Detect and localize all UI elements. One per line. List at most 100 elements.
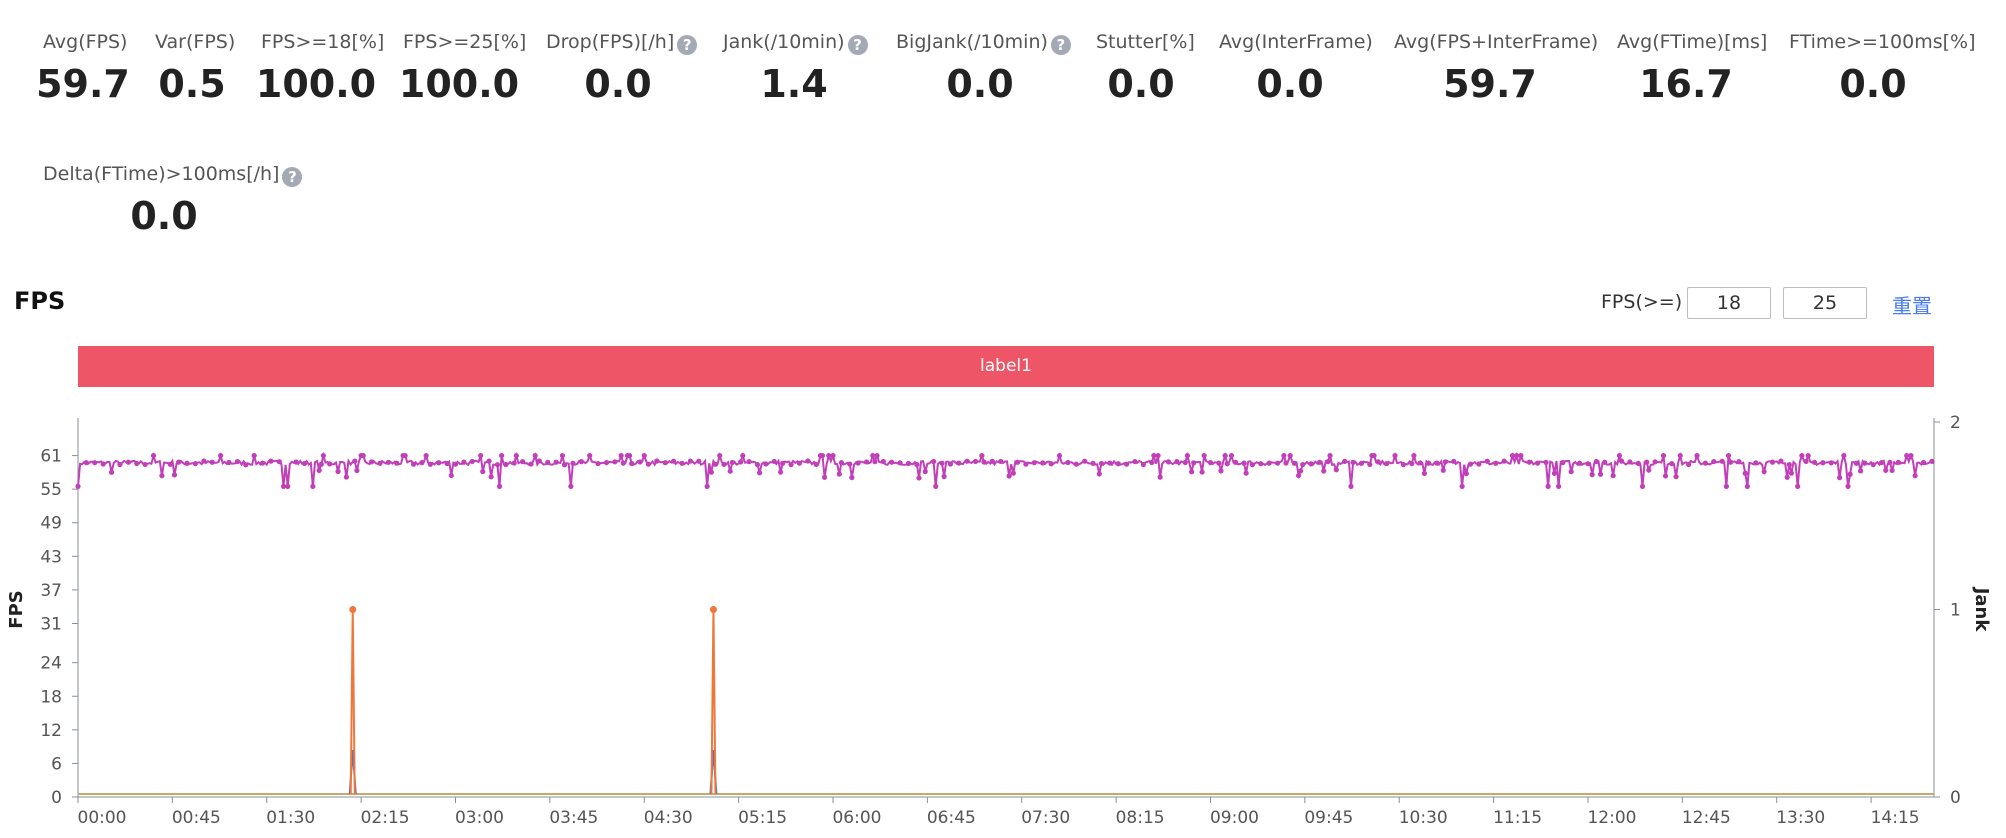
- fps-point: [499, 452, 505, 459]
- fps-point: [1484, 458, 1490, 464]
- fps-point: [1778, 458, 1784, 464]
- fps-point: [1736, 459, 1742, 465]
- fps-point: [1686, 461, 1692, 468]
- fps-point: [171, 472, 178, 478]
- x-tick-label: 12:00: [1587, 808, 1636, 828]
- fps-point: [1409, 460, 1415, 467]
- fps-point: [142, 461, 148, 468]
- fps-point: [1509, 452, 1516, 459]
- fps-point: [872, 459, 878, 465]
- fps-point: [1627, 459, 1633, 465]
- fps-point: [520, 459, 526, 465]
- stat-value: 100.0: [255, 62, 377, 106]
- fps-point: [1325, 459, 1331, 465]
- fps-point: [939, 460, 945, 466]
- fps-point: [1207, 459, 1214, 466]
- fps-point: [1725, 452, 1732, 459]
- y2-tick-label: 0: [1950, 788, 1961, 808]
- fps-point: [1333, 467, 1339, 473]
- y-tick-label: 61: [40, 447, 62, 467]
- fps-point: [1518, 452, 1524, 459]
- fps-point: [1761, 468, 1767, 475]
- stat-label-text: Delta(FTime)>100ms[/h]: [43, 163, 280, 185]
- fps-point: [1281, 452, 1287, 459]
- fps-point: [916, 475, 922, 481]
- x-tick-label: 00:45: [172, 808, 221, 828]
- fps-point: [1543, 459, 1549, 465]
- fps-point: [914, 461, 920, 468]
- fps-point: [1820, 460, 1826, 466]
- fps-point: [259, 460, 266, 466]
- fps-point: [1184, 452, 1191, 459]
- fps-point: [1291, 460, 1297, 466]
- fps-point: [740, 452, 746, 459]
- fps-point: [327, 461, 333, 467]
- fps-point: [1199, 469, 1205, 475]
- fps-point: [1476, 461, 1482, 467]
- fps-point: [1107, 460, 1113, 466]
- fps-point: [1526, 459, 1532, 465]
- fps-point: [150, 452, 157, 459]
- fps-point: [545, 459, 551, 465]
- fps-point: [654, 458, 660, 464]
- stat-label: FPS>=25[%]: [403, 22, 526, 62]
- fps-point: [721, 461, 727, 467]
- stat-label: Delta(FTime)>100ms[/h]?: [43, 154, 303, 194]
- fps-point: [276, 459, 282, 465]
- fps-point: [1803, 458, 1809, 465]
- fps-point: [819, 452, 826, 459]
- fps-point: [1115, 461, 1121, 467]
- reset-link[interactable]: 重置: [1892, 294, 1932, 318]
- help-icon[interactable]: ?: [677, 35, 698, 55]
- y-axis-title: FPS: [6, 590, 27, 628]
- fps-point: [243, 462, 249, 468]
- stat-value: 0.0: [584, 62, 652, 106]
- fps-point: [696, 458, 702, 464]
- fps-point: [423, 452, 429, 459]
- fps-point: [1799, 452, 1805, 459]
- stat-value: 59.7: [36, 62, 130, 106]
- fps-point: [1132, 458, 1138, 465]
- fps-point: [1769, 459, 1776, 465]
- fps-point: [1258, 461, 1264, 467]
- fps-point: [855, 460, 861, 466]
- fps-point: [708, 469, 714, 475]
- fps-point: [1065, 459, 1071, 466]
- fps-point: [1350, 459, 1356, 465]
- fps-point: [1593, 458, 1599, 465]
- fps-point: [528, 461, 534, 467]
- fps-point: [1556, 483, 1562, 489]
- x-tick-label: 06:00: [832, 808, 881, 828]
- fps-point: [1694, 452, 1700, 459]
- fps-point: [419, 460, 425, 466]
- fps-point: [641, 452, 647, 459]
- fps-point: [1837, 475, 1843, 481]
- fps-point: [1847, 471, 1853, 477]
- fps-point: [159, 473, 165, 479]
- stat-label: Avg(InterFrame): [1219, 22, 1373, 62]
- fps-point: [1216, 460, 1222, 466]
- fps-point: [645, 461, 652, 467]
- fps-point: [836, 471, 842, 477]
- fps-point: [1082, 458, 1088, 464]
- fps-point: [1467, 461, 1474, 467]
- stat-label: BigJank(/10min)?: [896, 22, 1071, 62]
- fps-point: [1283, 460, 1289, 466]
- y-tick-label: 0: [51, 788, 62, 808]
- label-band[interactable]: label1: [78, 346, 1934, 387]
- help-icon[interactable]: ?: [282, 167, 303, 187]
- help-icon[interactable]: ?: [1050, 35, 1071, 55]
- fps-threshold-high-input[interactable]: [1783, 287, 1867, 319]
- help-icon[interactable]: ?: [847, 35, 868, 55]
- fps-point: [108, 469, 115, 475]
- fps-point: [1576, 460, 1583, 466]
- stat-label: Jank(/10min)?: [723, 22, 868, 62]
- fps-threshold-low-input[interactable]: [1687, 287, 1771, 319]
- x-tick-label: 05:15: [738, 808, 787, 828]
- fps-point: [1014, 459, 1021, 465]
- y-tick-label: 24: [40, 654, 62, 674]
- x-tick-label: 09:45: [1304, 808, 1353, 828]
- fps-point: [754, 462, 761, 468]
- fps-point: [1644, 459, 1650, 465]
- y-tick-label: 55: [40, 480, 62, 500]
